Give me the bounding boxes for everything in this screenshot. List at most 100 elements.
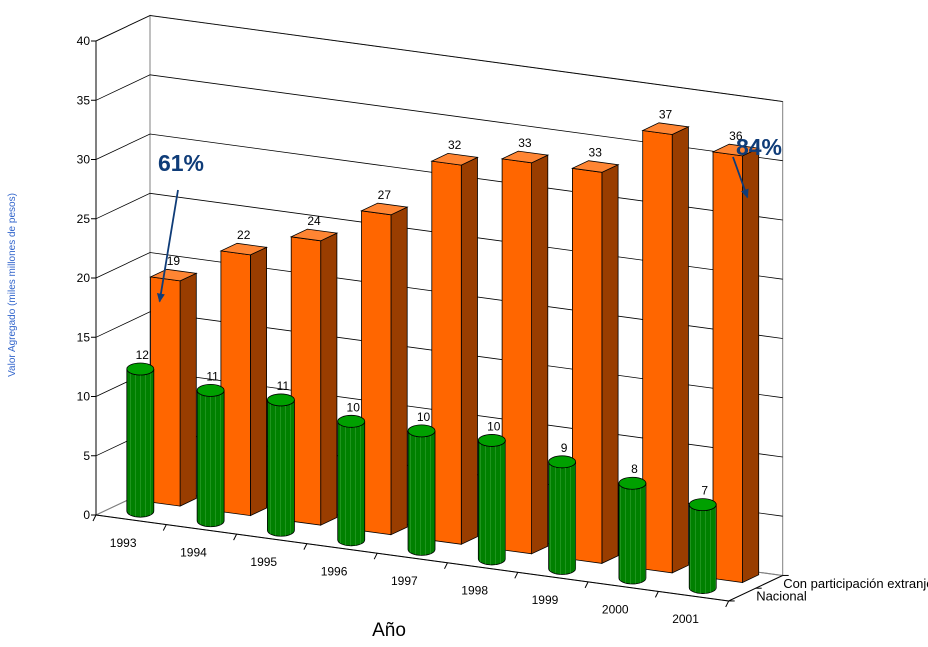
cylinder-top xyxy=(548,455,577,469)
annotation-84-percent: 84% xyxy=(736,134,782,160)
x-tick-mark xyxy=(444,562,448,569)
bars: 19 22 24 27 32 33 33 37 36 12 11 11 10 10 10 9 8 7 xyxy=(126,108,761,594)
cylinder-shading xyxy=(197,390,225,527)
y-tick-label: 30 xyxy=(77,153,91,167)
data-label: 7 xyxy=(701,484,708,498)
x-tick-mark xyxy=(373,552,378,560)
bar-front-face xyxy=(290,236,322,526)
annotations: 61% 84% xyxy=(156,134,782,303)
bar-side-face xyxy=(390,206,408,536)
cylinder-shading xyxy=(689,504,717,594)
data-label: 10 xyxy=(417,410,431,424)
bar-con-participacion-extranjera: 32 xyxy=(430,138,479,545)
bar-top-face xyxy=(711,143,761,157)
bar-front-face xyxy=(150,276,181,507)
gridline xyxy=(95,311,783,399)
bar-front-face xyxy=(220,250,251,517)
annotation-arrow-84 xyxy=(732,156,749,199)
bar-top-face xyxy=(500,150,550,164)
data-label: 10 xyxy=(487,419,501,433)
bar-con-participacion-extranjera: 27 xyxy=(360,188,409,536)
cylinder-shading xyxy=(408,430,436,556)
cylinder-shading xyxy=(618,483,646,585)
y-tick-label: 20 xyxy=(77,271,91,285)
x-axis-line xyxy=(95,514,729,602)
gridline xyxy=(95,133,783,221)
cylinder-top xyxy=(688,498,717,512)
x-axis-title: Año xyxy=(372,620,406,641)
x-tick-mark xyxy=(233,533,238,541)
cylinder-shading xyxy=(478,440,506,565)
data-label: 33 xyxy=(518,136,532,150)
bar-top-face xyxy=(360,202,409,216)
cylinder-top xyxy=(477,434,506,447)
gridline xyxy=(95,252,783,339)
data-label: 11 xyxy=(206,369,219,383)
cylinder-top xyxy=(267,393,295,407)
gridline xyxy=(95,192,783,280)
bar-side-face xyxy=(460,156,478,545)
x-tick-label: 1999 xyxy=(532,593,559,607)
bar-side-face xyxy=(249,246,268,517)
bar-top-face xyxy=(149,268,198,282)
series-label-back: Con participación extranjera xyxy=(783,576,928,591)
x-tick-label: 2000 xyxy=(602,603,629,617)
bar-con-participacion-extranjera: 19 xyxy=(149,254,198,507)
data-label: 10 xyxy=(347,400,361,414)
data-label: 19 xyxy=(167,254,181,268)
cylinder-top xyxy=(126,362,155,376)
cylinder-top xyxy=(196,383,225,397)
bar-front-face xyxy=(712,151,743,583)
y-tick-label: 15 xyxy=(77,330,91,344)
data-label: 11 xyxy=(277,379,290,393)
cylinder-shading xyxy=(337,421,365,546)
bar-nacional: 9 xyxy=(548,441,577,575)
bar-nacional: 11 xyxy=(267,379,295,537)
bar-con-participacion-extranjera: 33 xyxy=(571,145,620,565)
x-tick-mark xyxy=(162,524,167,531)
data-label: 24 xyxy=(307,214,321,228)
bar-top-face xyxy=(219,242,268,256)
bar-side-face xyxy=(320,232,338,526)
cylinder-top xyxy=(337,414,366,428)
bar-front-face xyxy=(642,130,673,574)
data-label: 12 xyxy=(136,348,150,362)
x-axis: 1993 1994 1995 1996 1997 1998 1999 2000 2001 Con … xyxy=(92,514,928,626)
bar-nacional: 10 xyxy=(477,419,506,566)
data-label: 33 xyxy=(589,145,603,159)
bar-nacional: 7 xyxy=(688,484,717,594)
x-tick-label: 1995 xyxy=(250,555,277,569)
y-tick-label: 10 xyxy=(77,390,91,404)
cylinder-top xyxy=(407,424,436,438)
bar-side-face xyxy=(742,147,760,584)
bar-nacional: 10 xyxy=(337,400,366,547)
cylinder-shading xyxy=(267,399,295,537)
bar-con-participacion-extranjera: 37 xyxy=(641,108,690,574)
x-tick-mark xyxy=(725,600,730,608)
bar-front-face xyxy=(431,160,462,545)
y-axis-title: Valor Agregado (miles millones de pesos) xyxy=(7,193,18,377)
y-tick-label: 5 xyxy=(83,449,90,463)
bar-con-participacion-extranjera: 36 xyxy=(711,129,761,584)
bar-nacional: 11 xyxy=(196,369,225,528)
x-tick-mark xyxy=(654,591,659,598)
x-tick-label: 1997 xyxy=(391,574,418,588)
bar-side-face xyxy=(531,154,549,555)
gridline xyxy=(95,15,783,102)
x-tick-label: 2001 xyxy=(672,612,699,626)
bar-con-participacion-extranjera: 33 xyxy=(500,136,550,555)
x-tick-mark xyxy=(92,514,97,522)
x-tick-label: 1994 xyxy=(180,545,207,559)
series-label-front: Nacional xyxy=(756,589,807,604)
data-label: 32 xyxy=(448,138,462,152)
bar-top-face xyxy=(641,122,690,135)
bar-side-face xyxy=(671,126,689,574)
cylinder-shading xyxy=(548,461,576,575)
y-tick-label: 0 xyxy=(83,508,90,522)
data-label: 36 xyxy=(729,129,743,143)
x-tick-label: 1993 xyxy=(110,536,137,550)
data-label: 9 xyxy=(561,441,568,455)
cylinder-shading xyxy=(126,368,154,518)
bar-front-face xyxy=(361,210,392,536)
